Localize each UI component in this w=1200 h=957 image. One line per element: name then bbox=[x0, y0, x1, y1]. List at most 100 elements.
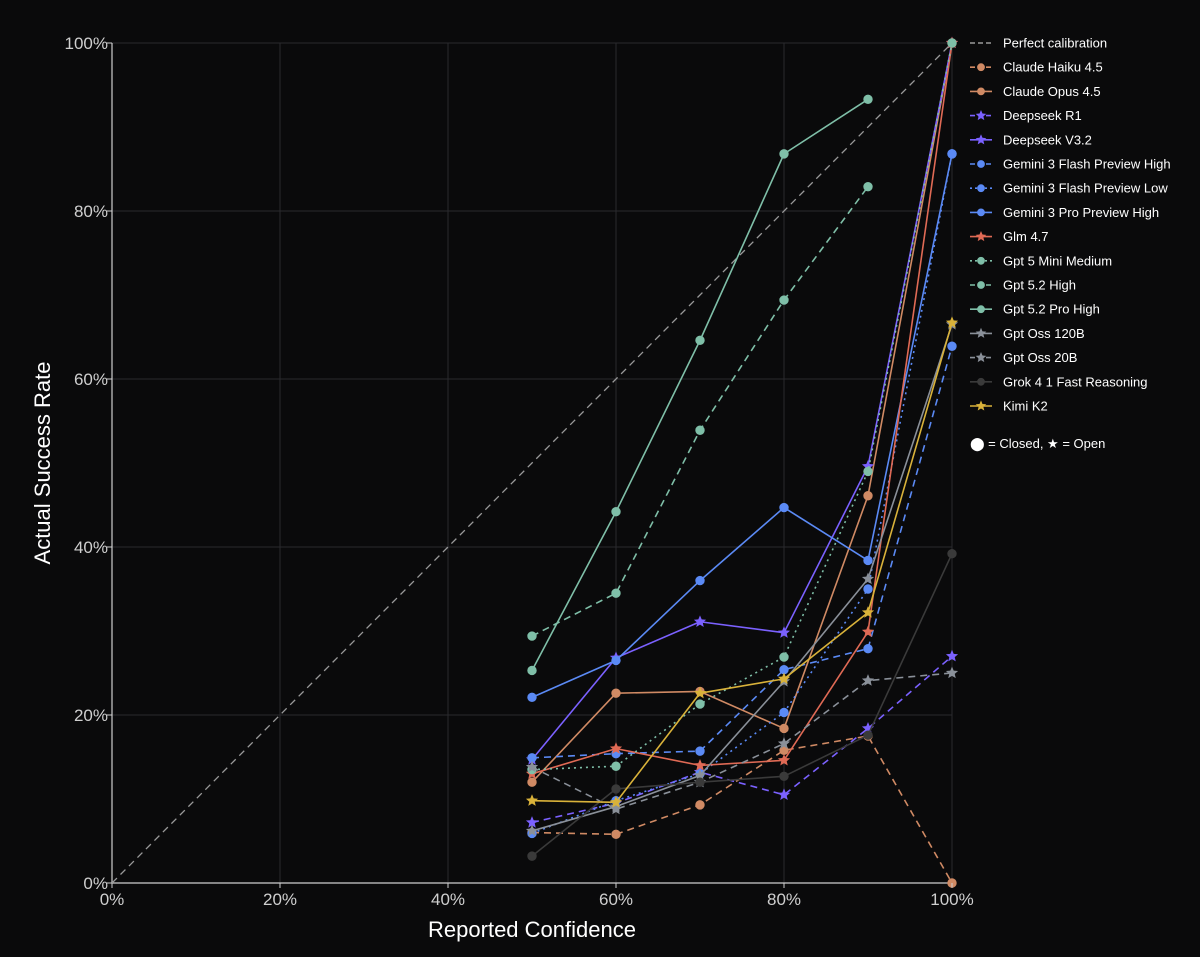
legend-label: Gemini 3 Flash Preview Low bbox=[1003, 181, 1168, 196]
x-axis-title: Reported Confidence bbox=[428, 917, 636, 942]
data-point bbox=[861, 674, 875, 686]
data-point bbox=[695, 746, 705, 756]
data-point bbox=[861, 625, 875, 638]
data-point bbox=[779, 502, 789, 513]
data-point bbox=[779, 707, 789, 718]
data-point bbox=[863, 466, 873, 477]
data-point bbox=[861, 606, 875, 618]
data-point bbox=[945, 649, 959, 662]
legend-entry-gpt-5-2-high: Gpt 5.2 High bbox=[970, 278, 1076, 293]
legend-swatch-marker bbox=[977, 87, 985, 96]
data-point bbox=[609, 742, 623, 754]
series-line-gemini-3-pro-preview-high bbox=[531, 153, 953, 699]
legend-entry-glm-4-7: Glm 4.7 bbox=[970, 229, 1049, 244]
legend-label: Deepseek R1 bbox=[1003, 108, 1082, 123]
series-gpt-5-2-high bbox=[527, 181, 873, 641]
data-point bbox=[611, 507, 621, 517]
data-point bbox=[863, 555, 873, 566]
y-tick-label: 40% bbox=[74, 538, 108, 557]
data-point bbox=[693, 615, 707, 627]
data-point bbox=[863, 181, 873, 192]
legend-label: Gpt Oss 20B bbox=[1003, 350, 1077, 365]
legend-swatch-marker bbox=[977, 256, 985, 265]
series-gpt-5-2-pro-high bbox=[527, 94, 873, 676]
legend-entry-perfect-calibration: Perfect calibration bbox=[970, 36, 1107, 51]
data-point bbox=[695, 699, 705, 709]
legend-swatch-marker bbox=[975, 400, 987, 411]
data-point bbox=[609, 795, 623, 808]
y-tick-label: 100% bbox=[65, 34, 108, 53]
legend-swatch-marker bbox=[975, 134, 987, 145]
data-point bbox=[611, 761, 621, 771]
legend-entry-kimi-k2: Kimi K2 bbox=[970, 399, 1048, 414]
y-axis-title: Actual Success Rate bbox=[30, 362, 55, 565]
data-point bbox=[777, 626, 791, 638]
legend-swatch-marker bbox=[977, 160, 985, 168]
data-point bbox=[525, 816, 539, 828]
legend-swatch-marker bbox=[977, 305, 985, 314]
data-point bbox=[695, 575, 705, 586]
legend-label: Glm 4.7 bbox=[1003, 229, 1049, 244]
legend-swatch-marker bbox=[975, 352, 987, 363]
data-point bbox=[693, 686, 707, 699]
data-point bbox=[863, 94, 873, 104]
data-point bbox=[945, 316, 959, 328]
x-tick-label: 40% bbox=[431, 890, 465, 909]
data-point bbox=[861, 722, 875, 734]
series-grok-4-1-fast-reasoning bbox=[527, 549, 957, 861]
legend-label: Kimi K2 bbox=[1003, 399, 1048, 414]
legend-label: Gpt 5 Mini Medium bbox=[1003, 253, 1112, 268]
data-point bbox=[525, 760, 539, 773]
series-line-kimi-k2 bbox=[531, 322, 953, 804]
data-point bbox=[947, 341, 957, 351]
data-point bbox=[527, 692, 537, 703]
data-point bbox=[527, 665, 537, 676]
data-point bbox=[693, 759, 707, 771]
series-line-grok-4-1-fast-reasoning bbox=[531, 553, 953, 857]
data-point bbox=[527, 777, 537, 787]
y-tick-label: 60% bbox=[74, 370, 108, 389]
data-point bbox=[611, 588, 621, 598]
data-point bbox=[611, 688, 621, 698]
y-tick-label: 0% bbox=[83, 874, 108, 893]
series-kimi-k2 bbox=[525, 316, 959, 808]
legend-swatch-marker bbox=[975, 327, 987, 338]
data-point bbox=[779, 295, 789, 305]
data-point bbox=[695, 777, 705, 787]
legend-swatch-marker bbox=[975, 110, 987, 121]
data-point bbox=[525, 794, 539, 806]
data-point bbox=[779, 723, 789, 734]
legend-swatch-marker bbox=[977, 281, 985, 289]
series-gemini-3-pro-preview-high bbox=[527, 149, 957, 703]
data-point bbox=[777, 788, 791, 800]
y-tick-label: 20% bbox=[74, 706, 108, 725]
data-point bbox=[863, 491, 873, 501]
data-point bbox=[863, 730, 873, 740]
data-point bbox=[945, 666, 959, 679]
data-point bbox=[525, 824, 539, 837]
series-line-gemini-3-flash-preview-low bbox=[531, 153, 953, 835]
grid bbox=[111, 42, 953, 884]
data-point bbox=[779, 149, 789, 159]
legend-label: Perfect calibration bbox=[1003, 36, 1107, 51]
series-line-gemini-3-flash-preview-high bbox=[531, 346, 953, 759]
legend-entry-grok-4-1-fast-reasoning: Grok 4 1 Fast Reasoning bbox=[970, 374, 1148, 389]
data-point bbox=[611, 829, 621, 839]
legend-entry-claude-haiku-4-5: Claude Haiku 4.5 bbox=[970, 60, 1103, 75]
legend-label: Deepseek V3.2 bbox=[1003, 132, 1092, 147]
legend-entry-deepseek-v3-2: Deepseek V3.2 bbox=[970, 132, 1092, 147]
legend-label: Claude Haiku 4.5 bbox=[1003, 60, 1103, 75]
data-point bbox=[527, 631, 537, 641]
tick-labels: 0% 20% 40% 60% 80% 100% 0% 20% 40% 60% 80% 100% bbox=[65, 34, 974, 909]
data-point bbox=[779, 771, 789, 782]
legend-label: Gemini 3 Pro Preview High bbox=[1003, 205, 1159, 220]
data-point bbox=[947, 38, 957, 48]
legend-swatch-marker bbox=[977, 208, 985, 217]
data-point bbox=[777, 753, 791, 766]
x-tick-label: 60% bbox=[599, 890, 633, 909]
data-point bbox=[777, 737, 791, 749]
legend-label: Gpt Oss 120B bbox=[1003, 326, 1085, 341]
data-point bbox=[693, 769, 707, 781]
